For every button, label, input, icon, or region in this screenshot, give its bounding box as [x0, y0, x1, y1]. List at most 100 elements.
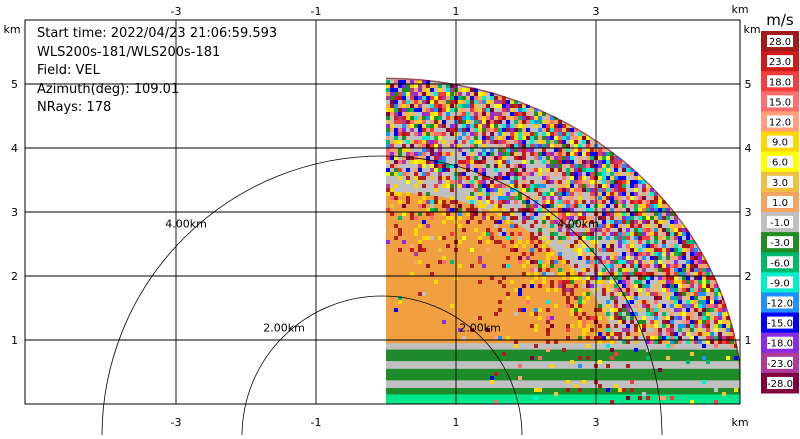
noise-cell	[458, 240, 462, 244]
noise-cell	[606, 220, 610, 224]
noise-cell	[690, 284, 694, 288]
noise-cell	[610, 216, 614, 220]
noise-cell	[562, 128, 566, 132]
noise-cell	[698, 328, 702, 332]
noise-cell	[558, 208, 562, 212]
noise-cell	[502, 124, 506, 128]
noise-cell	[406, 104, 410, 108]
noise-cell	[534, 236, 538, 240]
noise-cell	[514, 216, 518, 220]
noise-cell	[510, 168, 514, 172]
colorbar-label-bg	[767, 256, 793, 269]
noise-cell	[550, 140, 554, 144]
noise-cell	[530, 240, 534, 244]
noise-cell	[418, 204, 422, 208]
noise-cell	[434, 184, 438, 188]
noise-cell	[450, 200, 454, 204]
noise-cell	[610, 240, 614, 244]
noise-cell	[610, 232, 614, 236]
noise-cell	[670, 328, 674, 332]
noise-cell	[538, 356, 542, 360]
noise-cell	[562, 124, 566, 128]
noise-cell	[398, 104, 402, 108]
noise-cell	[690, 264, 694, 268]
noise-cell	[442, 236, 446, 240]
noise-cell	[498, 336, 502, 340]
noise-cell	[430, 100, 434, 104]
noise-cell	[458, 112, 462, 116]
noise-cell	[566, 148, 570, 152]
noise-cell	[690, 352, 694, 356]
noise-cell	[450, 108, 454, 112]
noise-cell	[510, 148, 514, 152]
noise-cell	[486, 188, 490, 192]
noise-cell	[650, 224, 654, 228]
noise-cell	[522, 180, 526, 184]
noise-cell	[642, 192, 646, 196]
noise-cell	[622, 292, 626, 296]
noise-cell	[490, 152, 494, 156]
noise-cell	[534, 260, 538, 264]
noise-cell	[698, 284, 702, 288]
noise-cell	[426, 84, 430, 88]
noise-cell	[494, 136, 498, 140]
noise-cell	[490, 148, 494, 152]
colorbar-label: 18.0	[769, 77, 791, 88]
noise-cell	[526, 256, 530, 260]
noise-cell	[494, 336, 498, 340]
noise-cell	[638, 292, 642, 296]
noise-cell	[402, 104, 406, 108]
noise-cell	[518, 236, 522, 240]
noise-cell	[686, 248, 690, 252]
noise-cell	[506, 172, 510, 176]
noise-cell	[542, 204, 546, 208]
colorbar-label: -15.0	[767, 319, 793, 330]
noise-cell	[614, 192, 618, 196]
noise-cell	[610, 272, 614, 276]
noise-cell	[582, 272, 586, 276]
noise-cell	[678, 304, 682, 308]
noise-cell	[398, 172, 402, 176]
noise-cell	[622, 268, 626, 272]
noise-cell	[662, 228, 666, 232]
noise-cell	[494, 312, 498, 316]
noise-cell	[566, 184, 570, 188]
noise-cell	[578, 216, 582, 220]
noise-cell	[658, 260, 662, 264]
noise-cell	[434, 92, 438, 96]
noise-cell	[486, 96, 490, 100]
noise-cell	[406, 96, 410, 100]
noise-cell	[526, 112, 530, 116]
noise-cell	[622, 220, 626, 224]
noise-cell	[634, 204, 638, 208]
noise-cell	[546, 196, 550, 200]
noise-cell	[622, 304, 626, 308]
noise-cell	[550, 124, 554, 128]
noise-cell	[538, 240, 542, 244]
noise-cell	[646, 340, 650, 344]
noise-cell	[542, 224, 546, 228]
noise-cell	[514, 156, 518, 160]
noise-cell	[586, 268, 590, 272]
noise-cell	[518, 116, 522, 120]
colorbar-label-bg	[767, 296, 793, 309]
noise-cell	[418, 156, 422, 160]
noise-cell	[406, 132, 410, 136]
noise-cell	[418, 244, 422, 248]
noise-cell	[590, 260, 594, 264]
noise-cell	[630, 216, 634, 220]
noise-cell	[526, 120, 530, 124]
noise-cell	[618, 284, 622, 288]
noise-cell	[654, 284, 658, 288]
noise-cell	[662, 220, 666, 224]
noise-cell	[386, 172, 390, 176]
noise-cell	[410, 212, 414, 216]
noise-cell	[590, 156, 594, 160]
noise-cell	[546, 340, 550, 344]
noise-cell	[626, 192, 630, 196]
noise-cell	[394, 116, 398, 120]
noise-cell	[538, 148, 542, 152]
noise-cell	[698, 304, 702, 308]
noise-cell	[662, 288, 666, 292]
noise-cell	[626, 228, 630, 232]
